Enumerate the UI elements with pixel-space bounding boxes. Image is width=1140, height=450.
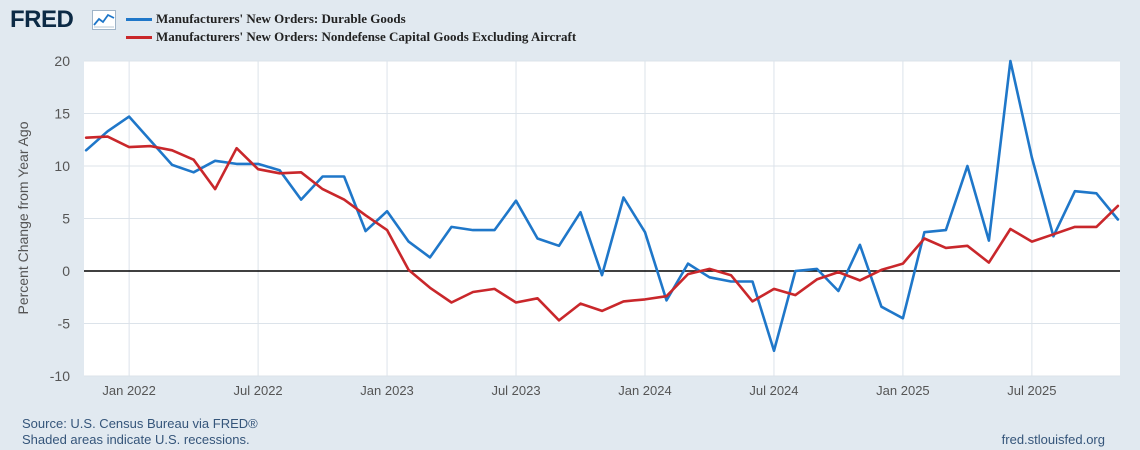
chart-legend: Manufacturers' New Orders: Durable Goods… bbox=[126, 10, 576, 46]
x-tick-label: Jan 2024 bbox=[618, 383, 672, 398]
y-tick-label: 10 bbox=[54, 158, 70, 174]
legend-swatch-capital-goods bbox=[126, 35, 152, 39]
y-tick-label: 5 bbox=[62, 211, 70, 227]
y-tick-label: -5 bbox=[58, 316, 71, 332]
series-line-capital-goods[interactable] bbox=[84, 135, 1120, 322]
y-tick-label: 0 bbox=[62, 263, 70, 279]
chart-header: FRED Manufacturers' New Orders: Durable … bbox=[0, 0, 1140, 56]
legend-item-capital-goods[interactable]: Manufacturers' New Orders: Nondefense Ca… bbox=[126, 28, 576, 46]
legend-item-durable-goods[interactable]: Manufacturers' New Orders: Durable Goods bbox=[126, 10, 576, 28]
y-tick-label: 20 bbox=[54, 53, 70, 69]
fred-logo[interactable]: FRED bbox=[10, 6, 74, 33]
fred-site-link[interactable]: fred.stlouisfed.org bbox=[1001, 432, 1105, 447]
y-axis-label: Percent Change from Year Ago bbox=[15, 121, 31, 314]
x-tick-label: Jul 2022 bbox=[234, 383, 283, 398]
chart-footer: Source: U.S. Census Bureau via FRED® Sha… bbox=[22, 416, 258, 448]
series-line-durable-goods[interactable] bbox=[84, 59, 1120, 353]
chart-line-icon bbox=[92, 10, 116, 30]
x-tick-label: Jul 2025 bbox=[1007, 383, 1056, 398]
x-tick-label: Jan 2023 bbox=[360, 383, 414, 398]
source-note: Source: U.S. Census Bureau via FRED® bbox=[22, 416, 258, 431]
x-tick-label: Jul 2024 bbox=[749, 383, 798, 398]
x-tick-label: Jan 2022 bbox=[102, 383, 156, 398]
legend-label-durable-goods: Manufacturers' New Orders: Durable Goods bbox=[156, 11, 406, 26]
y-tick-label: -10 bbox=[50, 368, 70, 384]
recession-note: Shaded areas indicate U.S. recessions. bbox=[22, 432, 250, 447]
line-chart[interactable]: -10 -5 0 5 10 15 20 Jan 2022 Jul 2022 Jan 2023 Ju… bbox=[0, 0, 1140, 410]
legend-label-capital-goods: Manufacturers' New Orders: Nondefense Ca… bbox=[156, 29, 577, 44]
y-tick-label: 15 bbox=[54, 106, 70, 122]
legend-swatch-durable-goods bbox=[126, 17, 152, 21]
x-tick-label: Jul 2023 bbox=[491, 383, 540, 398]
x-tick-label: Jan 2025 bbox=[876, 383, 930, 398]
